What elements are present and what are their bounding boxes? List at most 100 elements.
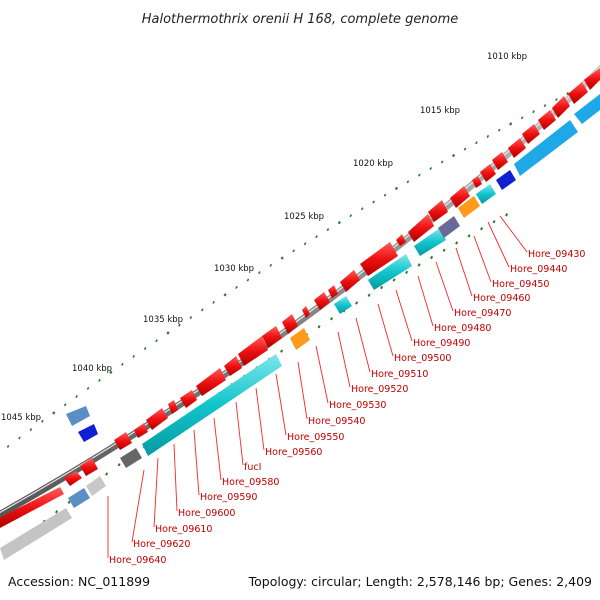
reverse-gene [142, 354, 282, 456]
reverse-gene [290, 328, 310, 350]
gene-label: Hore_09580 [222, 477, 279, 488]
forward-gene [196, 368, 226, 396]
forward-gene [492, 152, 508, 170]
forward-gene [450, 186, 470, 208]
forward-gene [168, 400, 178, 414]
scale-tick [292, 249, 295, 253]
scale-label: 1035 kbp [143, 315, 183, 325]
label-leader-line [275, 373, 287, 436]
reverse-gene [496, 170, 516, 190]
scale-tick [29, 428, 33, 432]
scale-tick [480, 227, 484, 231]
reverse-gene [66, 406, 90, 426]
forward-gene [64, 471, 82, 486]
label-leader-line [235, 401, 244, 466]
scale-tick [543, 104, 547, 108]
scale-tick [486, 134, 490, 138]
reverse-gene [334, 296, 352, 314]
forward-gene [508, 138, 526, 158]
gene-label: Hore_09520 [351, 384, 408, 395]
reverse-gene [78, 424, 98, 442]
forward-gene [552, 96, 570, 118]
forward-gene [396, 234, 406, 246]
forward-gene [146, 408, 168, 430]
forward-gene [262, 326, 282, 348]
scale-tick [117, 463, 121, 467]
reverse-gene [458, 196, 480, 218]
scale-tick [280, 349, 284, 353]
gene-label: Hore_09540 [308, 416, 365, 427]
forward-gene [360, 242, 398, 276]
scale-label: 1045 kbp [1, 413, 41, 423]
scale-tick [155, 339, 158, 343]
label-leader-line [455, 247, 473, 297]
gene-label: Hore_09620 [133, 539, 190, 550]
reverse-gene [120, 448, 142, 468]
scale-tick [303, 242, 307, 246]
scale-tick [166, 331, 170, 335]
gene-label: Hore_09590 [200, 492, 257, 503]
scale-tick [417, 263, 421, 267]
scale-ticks [5, 80, 592, 553]
scale-tick [212, 300, 216, 304]
scale-tick [383, 193, 387, 197]
scale-tick [132, 354, 136, 358]
label-leader-line [377, 303, 394, 357]
scale-tick [18, 436, 21, 440]
gene-label: Hore_09440 [510, 264, 567, 275]
scale-tick [235, 285, 238, 289]
scale-tick [475, 141, 478, 145]
label-leader-line [153, 457, 159, 528]
scale-tick [360, 207, 364, 211]
scale-tick [417, 173, 421, 177]
forward-gene [428, 200, 448, 222]
forward-gene [340, 270, 360, 292]
gene-label: Hore_09530 [329, 400, 386, 411]
label-leader-line [337, 331, 351, 388]
label-leader-line [255, 387, 265, 451]
scale-tick [337, 220, 341, 225]
scale-tick [200, 308, 204, 312]
forward-gene [282, 314, 298, 334]
scale-tick [178, 323, 181, 327]
scale-tick [349, 214, 353, 218]
scale-tick [330, 317, 334, 321]
scale-tick [555, 98, 558, 102]
gene-label: Hore_09500 [394, 353, 451, 364]
scale-tick [280, 256, 284, 260]
scale-tick [86, 386, 90, 390]
scale-tick [189, 316, 193, 320]
scale-label: 1010 kbp [487, 52, 527, 62]
gene-label: Hore_09610 [155, 524, 212, 535]
scale-tick [430, 255, 434, 260]
scale-tick [509, 122, 513, 126]
reverse-gene [514, 120, 578, 176]
map-title: Halothermothrix orenii H 168, complete g… [142, 12, 459, 27]
scale-tick [367, 293, 371, 297]
scale-tick [98, 378, 101, 382]
forward-gene [328, 285, 338, 298]
reverse-gene [476, 184, 496, 204]
forward-gene [238, 336, 268, 366]
scale-tick [41, 419, 44, 423]
scale-tick [429, 167, 433, 171]
scale-tick [109, 370, 113, 374]
scale-label-texts: 1010 kbp 1015 kbp 1020 kbp 1025 kbp 1030… [1, 52, 527, 423]
reverse-gene [414, 228, 446, 256]
gene-label: Hore_09480 [434, 323, 491, 334]
scale-tick [315, 235, 318, 239]
forward-gene [568, 82, 588, 104]
gene-label: Hore_09450 [492, 279, 549, 290]
scale-tick [520, 116, 524, 120]
reverse-gene [0, 508, 72, 560]
scale-tick [143, 347, 147, 351]
scale-tick [566, 91, 570, 96]
scale-tick [75, 395, 78, 399]
forward-gene [80, 458, 98, 476]
scale-tick [406, 180, 410, 184]
label-leader-line [487, 221, 510, 268]
forward-gene [522, 124, 540, 144]
label-leader-line [193, 429, 200, 496]
forward-gene [302, 306, 310, 318]
scale-tick [67, 500, 71, 504]
